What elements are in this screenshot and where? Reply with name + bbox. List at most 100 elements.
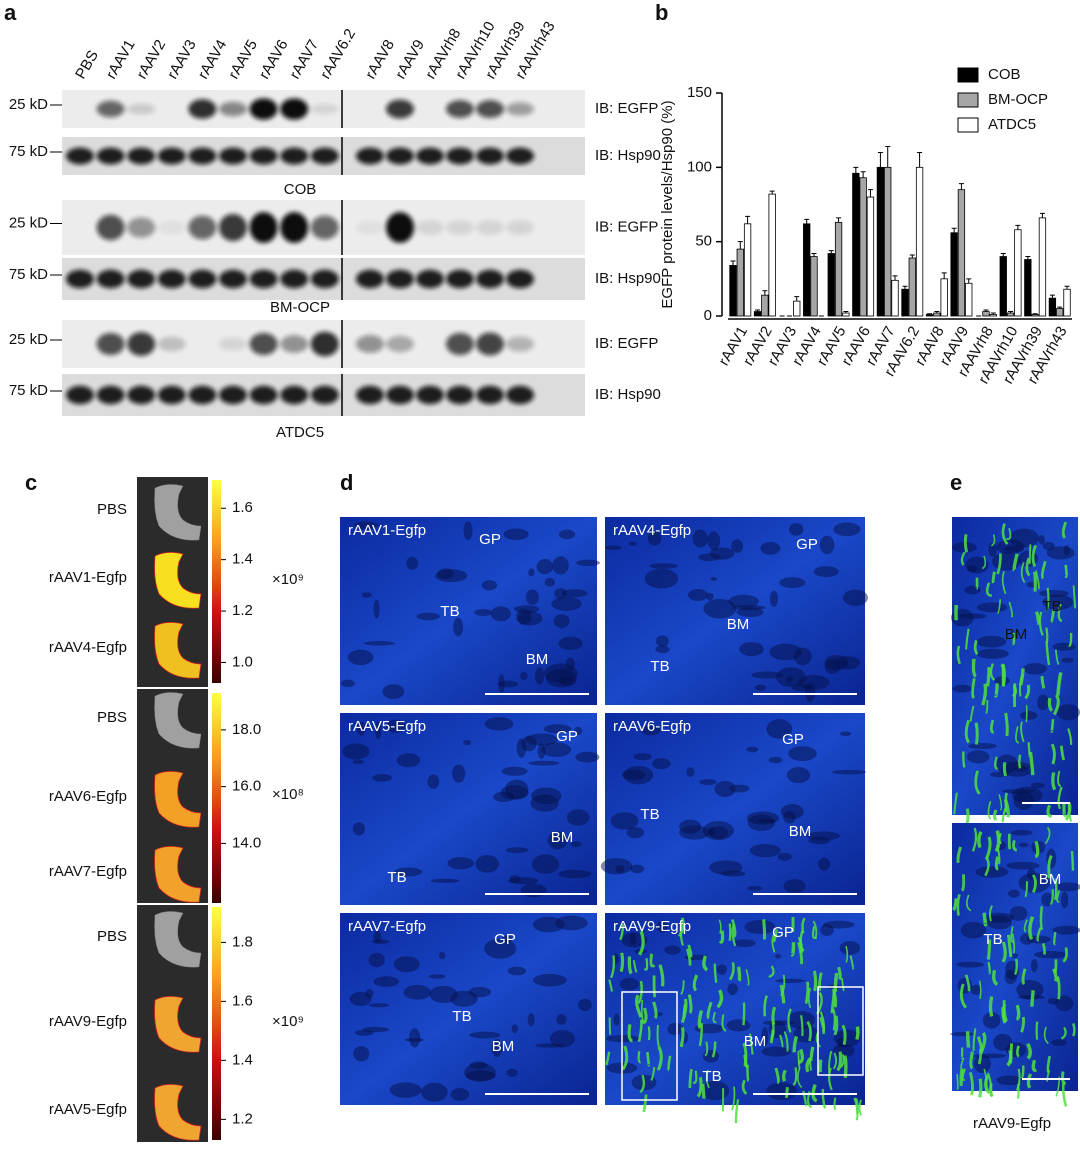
egfp-signal bbox=[845, 945, 849, 963]
egfp-signal bbox=[1011, 933, 1016, 954]
texture bbox=[501, 766, 528, 776]
texture bbox=[806, 831, 841, 841]
egfp-signal bbox=[1052, 694, 1060, 716]
bar bbox=[866, 196, 875, 317]
egfp-signal bbox=[969, 705, 975, 722]
texture bbox=[372, 774, 392, 782]
egfp-signal bbox=[987, 961, 991, 975]
texture bbox=[464, 1063, 496, 1082]
texture bbox=[349, 991, 372, 1007]
band bbox=[219, 147, 247, 165]
texture bbox=[553, 614, 570, 629]
texture bbox=[751, 671, 784, 679]
egfp-signal bbox=[1050, 609, 1056, 624]
band bbox=[356, 269, 384, 289]
egfp-signal bbox=[704, 1041, 709, 1057]
band bbox=[476, 220, 504, 235]
size-marker: 75 kD bbox=[9, 266, 48, 283]
egfp-signal bbox=[1012, 839, 1018, 852]
egfp-signal bbox=[1049, 889, 1054, 906]
egfp-signal bbox=[994, 856, 1000, 871]
texture bbox=[375, 721, 382, 739]
cell-line-label: BM-OCP bbox=[270, 299, 330, 316]
texture bbox=[530, 794, 559, 812]
egfp-signal bbox=[797, 941, 804, 965]
egfp-signal bbox=[1064, 802, 1072, 821]
egfp-signal bbox=[1056, 889, 1061, 903]
egfp-signal bbox=[1034, 840, 1040, 859]
egfp-signal bbox=[1031, 544, 1037, 568]
error-bar bbox=[927, 313, 933, 315]
ib-label: IB: EGFP bbox=[595, 100, 658, 117]
egfp-signal bbox=[642, 1007, 648, 1025]
egfp-signal bbox=[771, 1006, 777, 1026]
texture bbox=[705, 592, 714, 601]
texture bbox=[776, 667, 806, 688]
egfp-signal bbox=[988, 905, 994, 922]
egfp-signal bbox=[833, 1015, 839, 1036]
lane-label: rAAV1 bbox=[103, 37, 139, 82]
egfp-signal bbox=[1046, 804, 1053, 819]
egfp-signal bbox=[1001, 1006, 1006, 1024]
texture bbox=[649, 563, 678, 569]
egfp-signal bbox=[987, 801, 992, 820]
texture bbox=[664, 945, 681, 955]
band bbox=[506, 336, 534, 352]
texture bbox=[554, 588, 567, 599]
texture bbox=[1038, 589, 1069, 598]
texture bbox=[726, 1019, 751, 1032]
texture bbox=[561, 589, 588, 598]
texture bbox=[551, 596, 582, 611]
texture bbox=[356, 721, 366, 736]
texture bbox=[430, 878, 460, 883]
texture bbox=[536, 558, 554, 575]
band bbox=[310, 103, 339, 115]
texture bbox=[606, 1034, 640, 1043]
egfp-signal bbox=[1053, 931, 1057, 946]
egfp-signal bbox=[1061, 1083, 1068, 1107]
egfp-signal bbox=[991, 571, 996, 584]
texture bbox=[558, 636, 583, 651]
band bbox=[386, 269, 414, 289]
texture bbox=[416, 612, 440, 621]
colorbar-tick-label: 1.6 bbox=[232, 992, 253, 1009]
egfp-signal bbox=[1011, 684, 1018, 698]
band bbox=[280, 269, 309, 289]
egfp-signal bbox=[652, 975, 657, 998]
egfp-signal bbox=[643, 957, 649, 971]
egfp-signal bbox=[1046, 1055, 1051, 1074]
region-label: BM bbox=[727, 616, 750, 633]
ib-label: IB: Hsp90 bbox=[595, 147, 661, 164]
cell-line-label: COB bbox=[284, 181, 317, 198]
texture bbox=[534, 667, 545, 685]
egfp-signal bbox=[731, 1086, 736, 1111]
bar bbox=[1048, 297, 1057, 317]
texture bbox=[633, 753, 652, 761]
egfp-signal bbox=[837, 966, 842, 981]
egfp-signal bbox=[1020, 1016, 1025, 1033]
band bbox=[219, 269, 247, 289]
egfp-signal bbox=[978, 1078, 983, 1098]
texture bbox=[793, 1025, 819, 1043]
texture bbox=[506, 1068, 518, 1078]
error-bar bbox=[877, 151, 883, 168]
band bbox=[127, 217, 156, 238]
band bbox=[66, 147, 94, 165]
texture bbox=[707, 531, 721, 551]
egfp-signal bbox=[772, 929, 778, 943]
egfp-signal bbox=[983, 1068, 988, 1092]
egfp-signal bbox=[1045, 587, 1050, 612]
texture bbox=[507, 966, 527, 976]
legend-label: BM-OCP bbox=[988, 91, 1048, 108]
texture bbox=[968, 743, 997, 750]
egfp-signal bbox=[1053, 878, 1058, 901]
egfp-signal bbox=[988, 996, 994, 1017]
band bbox=[280, 147, 309, 165]
colorbar-tick-label: 1.8 bbox=[232, 933, 253, 950]
egfp-signal bbox=[959, 983, 968, 1009]
bar bbox=[803, 223, 811, 317]
lane-label: PBS bbox=[72, 47, 102, 81]
region-label: BM bbox=[1039, 871, 1062, 888]
egfp-signal bbox=[1050, 743, 1056, 765]
texture bbox=[839, 940, 861, 956]
